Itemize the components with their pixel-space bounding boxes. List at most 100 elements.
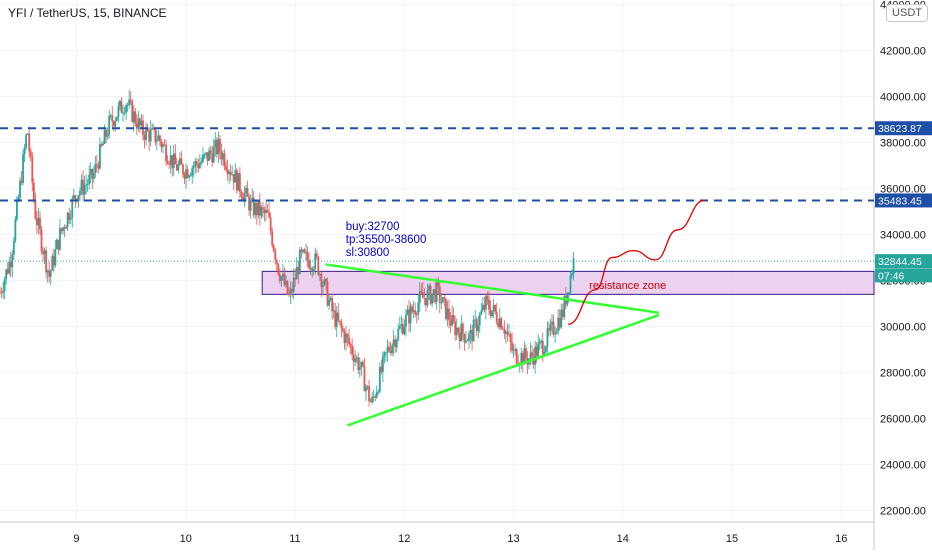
candle-body bbox=[291, 288, 294, 292]
candle-body bbox=[541, 340, 544, 355]
y-tick-label: 38000.00 bbox=[880, 138, 926, 150]
candle-body bbox=[331, 297, 334, 312]
candle-body bbox=[282, 273, 284, 277]
candle-body bbox=[69, 217, 72, 220]
candle-body bbox=[520, 352, 523, 364]
candle-body bbox=[332, 310, 335, 312]
candle-body bbox=[168, 163, 171, 165]
candle-body bbox=[423, 297, 426, 299]
candle-body bbox=[122, 112, 124, 114]
candle-body bbox=[445, 298, 447, 320]
candle-body bbox=[128, 99, 131, 105]
candle-body bbox=[37, 217, 40, 226]
candle-body bbox=[262, 207, 264, 210]
candle-body bbox=[174, 153, 177, 165]
candle-body bbox=[346, 334, 349, 338]
candle-body bbox=[92, 172, 95, 179]
candle-body bbox=[195, 161, 198, 165]
currency-badge[interactable]: USDT bbox=[886, 4, 928, 22]
candle-body bbox=[162, 144, 164, 148]
candle-body bbox=[335, 312, 338, 328]
candle-body bbox=[175, 164, 178, 171]
candle-body bbox=[305, 251, 307, 253]
candle-body bbox=[298, 249, 301, 274]
candle-body bbox=[32, 182, 35, 201]
candle-body bbox=[36, 218, 38, 226]
candle-body bbox=[435, 282, 438, 303]
candle-body bbox=[351, 345, 354, 355]
candle-body bbox=[475, 319, 478, 331]
candle-body bbox=[117, 106, 120, 117]
candle-body bbox=[5, 269, 8, 280]
candle-body bbox=[166, 161, 169, 164]
candle-body bbox=[60, 228, 63, 232]
candle-body bbox=[572, 258, 575, 274]
candle-body bbox=[437, 282, 440, 287]
candle-body bbox=[552, 321, 555, 335]
candle-body bbox=[77, 195, 80, 202]
candle-body bbox=[368, 386, 370, 401]
candle-body bbox=[365, 386, 367, 392]
candle-body bbox=[432, 289, 435, 294]
candle-body bbox=[361, 361, 364, 367]
candle-body bbox=[63, 227, 66, 229]
candle-body bbox=[125, 105, 127, 113]
candle-body bbox=[555, 330, 558, 334]
price-tag-countdown-bg bbox=[875, 268, 932, 283]
candle-body bbox=[172, 153, 175, 169]
candle-body bbox=[265, 210, 267, 214]
candle-body bbox=[208, 150, 211, 161]
candle-body bbox=[288, 293, 290, 295]
candle-body bbox=[197, 164, 200, 169]
candle-body bbox=[380, 367, 383, 372]
candle-body bbox=[194, 161, 197, 167]
candle-body bbox=[185, 169, 187, 179]
candle-body bbox=[311, 267, 314, 272]
candle-body bbox=[569, 275, 572, 293]
candle-body bbox=[557, 317, 560, 331]
candle-body bbox=[85, 184, 88, 186]
candle-body bbox=[23, 147, 26, 155]
candle-body bbox=[135, 123, 138, 129]
candle-body bbox=[438, 286, 441, 304]
candle-body bbox=[317, 256, 320, 275]
candle-body bbox=[160, 141, 163, 148]
candle-body bbox=[524, 348, 527, 359]
candle-body bbox=[112, 121, 115, 127]
candle-body bbox=[449, 320, 452, 326]
candle-body bbox=[132, 111, 135, 122]
candle-body bbox=[0, 292, 1, 294]
candle-body bbox=[99, 144, 101, 169]
candle-body bbox=[563, 296, 566, 317]
candle-body bbox=[485, 295, 487, 310]
candle-body bbox=[561, 309, 564, 317]
candle-body bbox=[266, 210, 269, 213]
candle-body bbox=[59, 228, 61, 250]
candle-body bbox=[540, 340, 543, 342]
price-tag-last: 32844.45 bbox=[878, 256, 922, 268]
y-tick-label: 36000.00 bbox=[880, 184, 926, 196]
candle-body bbox=[458, 332, 461, 342]
candle-body bbox=[514, 349, 517, 351]
candle-body bbox=[360, 361, 363, 368]
trade-annotation-2: sl:30800 bbox=[346, 247, 389, 259]
candle-body bbox=[503, 329, 506, 334]
candle-body bbox=[486, 295, 489, 300]
candle-body bbox=[292, 277, 295, 292]
x-tick-label: 11 bbox=[289, 533, 300, 545]
candle-body bbox=[421, 292, 424, 298]
y-tick-label: 28000.00 bbox=[880, 368, 926, 380]
price-tag-last-bg bbox=[875, 254, 932, 269]
candle-body bbox=[137, 118, 140, 129]
projection-curve bbox=[567, 199, 705, 325]
candle-body bbox=[554, 333, 557, 335]
candles bbox=[0, 89, 575, 407]
candle-body bbox=[488, 299, 490, 310]
candle-body bbox=[409, 306, 412, 324]
candle-body bbox=[148, 131, 151, 142]
candle-body bbox=[295, 267, 298, 280]
candle-body bbox=[544, 346, 547, 353]
candle-body bbox=[491, 310, 493, 317]
candle-body bbox=[378, 367, 381, 392]
